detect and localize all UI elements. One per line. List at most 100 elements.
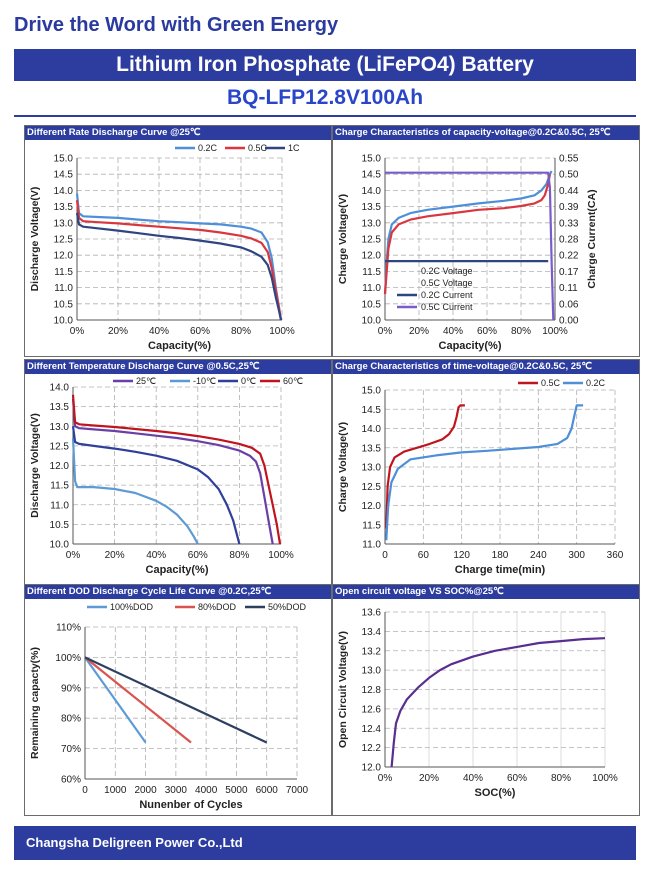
model-title: BQ-LFP12.8V100Ah: [226, 86, 424, 109]
series-line-25-: [71, 398, 274, 545]
x-axis-label: Capacity(%): [439, 340, 502, 352]
y-tick-label: 90%: [61, 683, 81, 694]
y2-tick-label: 0.28: [559, 235, 579, 246]
y-tick-label: 12.5: [54, 235, 74, 246]
y-tick-label: 13.6: [362, 608, 382, 619]
legend-label: 0.5C: [541, 378, 561, 388]
series-line-0-5C: [75, 199, 283, 321]
series-line-0-2C: [75, 193, 283, 321]
y-tick-label: 11.0: [362, 540, 381, 551]
x-tick-label: 60%: [190, 326, 210, 337]
y-tick-label: 11.0: [54, 283, 73, 294]
legend-label: 1C: [288, 143, 300, 153]
legend-label: 0.2C: [586, 378, 606, 388]
y-tick-label: 10.0: [54, 316, 74, 327]
legend-label: 60℃: [283, 376, 303, 386]
y-tick-label: 13.0: [362, 666, 382, 677]
y-tick-label: 12.0: [362, 763, 382, 774]
y2-tick-label: 0.22: [559, 251, 579, 262]
y-tick-label: 12.0: [50, 461, 70, 472]
y-tick-label: 11.5: [54, 267, 73, 278]
y2-tick-label: 0.06: [559, 299, 579, 310]
series-line-0-2C: [385, 404, 584, 541]
series-line-0-: [71, 426, 241, 545]
divider: [14, 115, 636, 117]
y-tick-label: 10.5: [362, 299, 382, 310]
series-line-50-DOD: [84, 656, 268, 744]
x-tick-label: 0%: [66, 550, 81, 561]
x-tick-label: 40%: [463, 773, 483, 784]
y2-tick-label: 0.44: [559, 186, 579, 197]
series-line-0-5C-Voltage: [383, 174, 551, 295]
x-tick-label: 240: [530, 550, 547, 561]
y-tick-label: 13.5: [54, 202, 74, 213]
legend-label: 0.2C Current: [421, 290, 473, 300]
x-tick-label: 3000: [165, 785, 188, 796]
y-axis-label: Discharge Voltage(V): [29, 187, 41, 292]
y2-tick-label: 0.17: [559, 267, 579, 278]
chart-panel-cycle-life: Different DOD Discharge Cycle Life Curve…: [24, 584, 332, 816]
x-tick-label: 60%: [188, 550, 208, 561]
y-tick-label: 10.5: [54, 299, 74, 310]
x-axis-label: SOC(%): [475, 787, 516, 799]
y-tick-label: 13.5: [50, 402, 70, 413]
series-line--10-: [71, 437, 199, 545]
y-tick-label: 100%: [55, 653, 81, 664]
y-tick-label: 12.5: [50, 441, 70, 452]
tagline: Drive the Word with Green Energy: [14, 14, 339, 36]
legend-label: 25℃: [136, 376, 156, 386]
y-tick-label: 14.5: [362, 405, 382, 416]
y-tick-label: 15.0: [362, 154, 382, 165]
y-tick-label: 12.0: [54, 251, 74, 262]
y-tick-label: 80%: [61, 714, 81, 725]
y2-tick-label: 0.39: [559, 202, 579, 213]
x-tick-label: 60: [418, 550, 430, 561]
y-tick-label: 12.0: [362, 251, 382, 262]
y-tick-label: 12.2: [362, 743, 382, 754]
legend-label: 0.5C Current: [421, 302, 473, 312]
chart-panel-rate-discharge: Different Rate Discharge Curve @25℃ 10.0…: [24, 125, 332, 357]
y-tick-label: 14.0: [362, 186, 382, 197]
y-tick-label: 13.0: [54, 218, 74, 229]
x-tick-label: 40%: [146, 550, 166, 561]
y-tick-label: 12.5: [362, 482, 382, 493]
x-tick-label: 60%: [507, 773, 527, 784]
x-tick-label: 0%: [378, 326, 393, 337]
x-tick-label: 20%: [105, 550, 125, 561]
x-tick-label: 360: [607, 550, 624, 561]
series-line-1C: [75, 212, 283, 321]
series-line-60-: [71, 394, 282, 545]
y-tick-label: 70%: [61, 744, 81, 755]
series-line-0-5C: [385, 404, 465, 529]
x-tick-label: 2000: [134, 785, 157, 796]
x-tick-label: 5000: [225, 785, 248, 796]
chart-panel-charge-time: Charge Characteristics of time-voltage@0…: [332, 359, 640, 591]
y-tick-label: 10.0: [50, 540, 70, 551]
chart-title: Different Temperature Discharge Curve @0…: [25, 360, 331, 374]
x-tick-label: 20%: [108, 326, 128, 337]
x-tick-label: 0: [382, 550, 388, 561]
x-tick-label: 80%: [511, 326, 531, 337]
y-axis-label: Remaining capacty(%): [29, 647, 41, 759]
chart-temperature-discharge: 10.0 10.5 11.0 11.5 12.0 12.5 13.0 13.5 14.0 0% 20…: [29, 376, 303, 576]
y-axis-label: Discharge Voltage(V): [29, 413, 41, 518]
series-line-ocv: [390, 637, 606, 768]
y-tick-label: 12.4: [362, 724, 382, 735]
x-tick-label: 4000: [195, 785, 218, 796]
y2-tick-label: 0.00: [559, 316, 579, 327]
chart-panel-ocv-soc: Open circuit voltage VS SOC%@25℃ 12.0 12.…: [332, 584, 640, 816]
y2-tick-label: 0.11: [559, 283, 578, 294]
y-tick-label: 15.0: [54, 154, 74, 165]
x-tick-label: 180: [492, 550, 509, 561]
y-tick-label: 15.0: [362, 386, 382, 397]
series-line-100-DOD: [84, 656, 147, 744]
x-tick-label: 80%: [229, 550, 249, 561]
x-tick-label: 120: [453, 550, 470, 561]
product-banner: Lithium Iron Phosphate (LiFePO4) Battery: [14, 49, 636, 81]
x-tick-label: 300: [568, 550, 585, 561]
x-tick-label: 20%: [419, 773, 439, 784]
y2-axis-label: Charge Current(CA): [586, 189, 598, 288]
legend-label: 0.2C Voltage: [421, 266, 473, 276]
chart-panel-charge-capacity: Charge Characteristics of capacity-volta…: [332, 125, 640, 357]
y-tick-label: 14.0: [362, 424, 382, 435]
